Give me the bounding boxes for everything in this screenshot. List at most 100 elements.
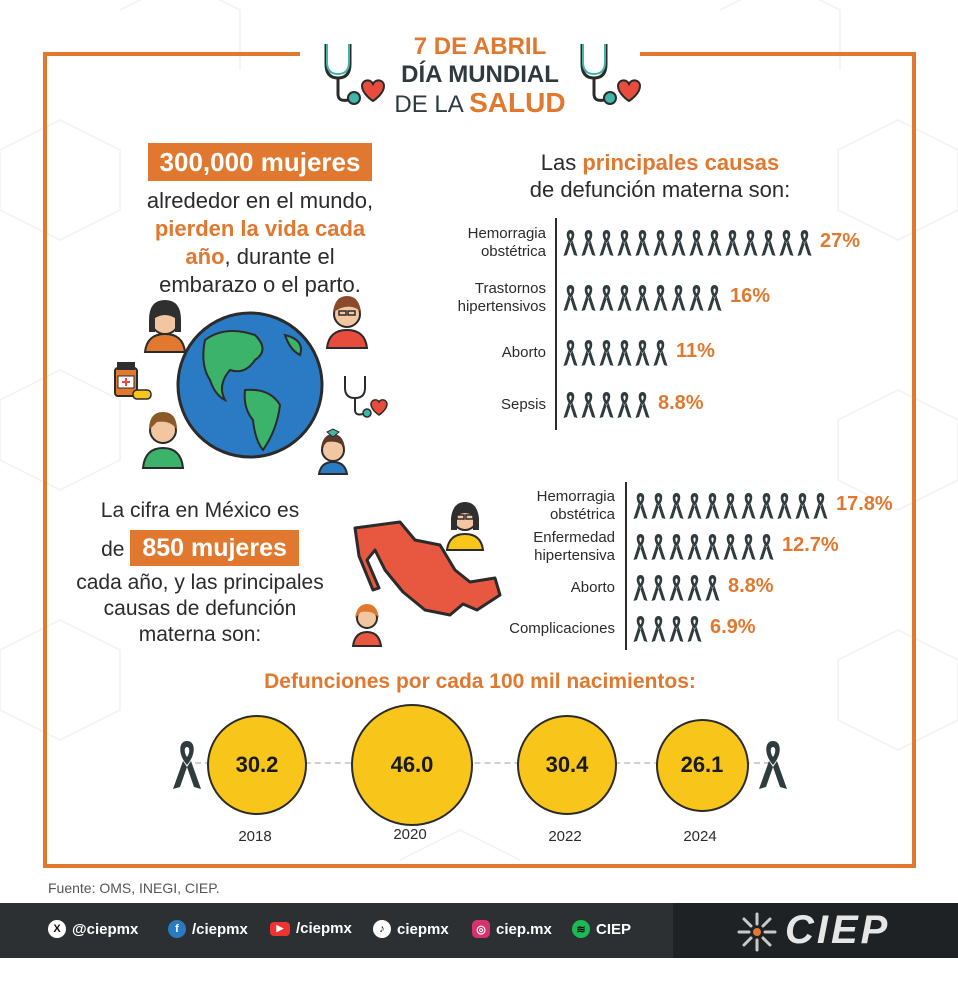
logo-area	[673, 903, 958, 958]
ribbon-icon	[599, 340, 614, 366]
ribbon-icon	[669, 493, 684, 519]
ribbon-icon	[633, 493, 648, 519]
youtube-icon: ▶	[270, 921, 290, 936]
ribbon-icon	[581, 285, 596, 311]
ribbon-icon	[635, 230, 650, 256]
ribbon-icon	[687, 493, 702, 519]
ribbon-bar	[632, 491, 830, 521]
ribbon-bar	[562, 283, 724, 313]
ribbon-icon	[777, 493, 792, 519]
cause-label-line2: obstétrica	[549, 506, 615, 523]
ribbon-icon	[669, 534, 684, 560]
world-causes-title-prefix: Las	[540, 150, 583, 175]
ciep-logo-label: CIEP	[785, 908, 891, 952]
ribbon-icon	[617, 340, 632, 366]
ribbon-icon	[653, 340, 668, 366]
social-tiktok[interactable]: ♪ ciepmx	[373, 920, 449, 938]
stethoscope-heart-icon	[324, 44, 386, 105]
ribbon-icon	[795, 493, 810, 519]
social-x[interactable]: X @ciepmx	[48, 920, 138, 938]
world-line3-orange: año	[185, 244, 225, 269]
ribbon-icon	[707, 230, 722, 256]
ribbon-icon	[705, 534, 720, 560]
ribbon-icon	[671, 285, 686, 311]
ribbon-icon	[669, 616, 684, 642]
ribbon-icon	[635, 285, 650, 311]
ribbon-icon	[653, 230, 668, 256]
ribbon-icon	[687, 575, 702, 601]
world-line3-rest: , durante el	[224, 244, 335, 269]
ribbon-icon	[633, 575, 648, 601]
source-note: Fuente: OMS, INEGI, CIEP.	[48, 880, 220, 896]
mexico-line4: causas de defunción	[103, 597, 297, 620]
ribbon-icon	[671, 230, 686, 256]
cause-label: Enfermedad hipertensiva	[470, 529, 615, 565]
world-text-block: 300,000 mujeres alrededor en el mundo, p…	[100, 143, 420, 299]
ribbon-icon	[705, 493, 720, 519]
world-line4: embarazo o el parto.	[159, 272, 361, 297]
cause-label: Complicaciones	[470, 620, 615, 638]
ribbon-icon	[669, 575, 684, 601]
cause-label: Aborto	[470, 579, 615, 597]
social-instagram[interactable]: ◎ ciep.mx	[472, 920, 552, 938]
ribbon-bar	[632, 532, 776, 562]
rate-year: 2022	[548, 828, 582, 845]
ribbon-icon	[779, 230, 794, 256]
ribbon-icon	[599, 285, 614, 311]
ribbon-icon	[633, 616, 648, 642]
cause-label-line1: Complicaciones	[509, 620, 615, 637]
social-spotify-handle: CIEP	[596, 920, 632, 938]
mexico-map-illustration	[351, 502, 502, 647]
frame-top-right	[640, 52, 916, 56]
cause-label-line2: hipertensiva	[534, 547, 615, 564]
cause-label-line1: Aborto	[570, 579, 615, 596]
ribbon-icon	[723, 534, 738, 560]
ribbon-icon	[651, 534, 666, 560]
cause-label-line1: Trastornos	[474, 280, 546, 297]
cause-label: Sepsis	[400, 396, 546, 414]
rate-year: 2018	[238, 828, 272, 845]
ribbon-icon	[617, 392, 632, 418]
ribbon-icon	[581, 392, 596, 418]
frame-left	[43, 52, 47, 868]
world-causes-axis	[555, 218, 557, 430]
mexico-highlight: 850 mujeres	[130, 530, 299, 566]
world-line1: alrededor en el mundo,	[146, 188, 374, 213]
cause-percentage: 16%	[730, 285, 771, 307]
ribbon-icon	[759, 493, 774, 519]
ribbon-icon	[687, 616, 702, 642]
rate-circle: 26.1	[655, 718, 749, 812]
mexico-line5: materna son:	[138, 623, 262, 646]
ribbon-icon	[759, 534, 774, 560]
ribbon-icon	[797, 230, 812, 256]
ribbon-icon	[635, 392, 650, 418]
rate-value: 46.0	[390, 752, 434, 777]
cause-label-line1: Hemorragia	[467, 225, 546, 242]
ribbon-bar	[632, 614, 704, 644]
mexico-line1: La cifra en México es	[100, 499, 300, 522]
ribbon-icon	[599, 392, 614, 418]
frame-right	[912, 52, 916, 868]
ribbon-icon	[761, 230, 776, 256]
world-causes-title: Las principales causas de defunción mate…	[500, 149, 820, 203]
ribbon-icon	[759, 741, 787, 789]
cause-percentage: 11%	[676, 340, 715, 362]
social-spotify[interactable]: ≋ CIEP	[572, 920, 631, 938]
ribbon-bar	[562, 390, 652, 420]
ribbon-icon	[653, 285, 668, 311]
cause-label-line1: Hemorragia	[536, 488, 615, 505]
cause-percentage: 6.9%	[710, 616, 756, 638]
ribbon-icon	[581, 340, 596, 366]
social-youtube[interactable]: ▶ /ciepmx	[270, 920, 352, 937]
cause-label: Hemorragia obstétrica	[470, 488, 615, 524]
header-date: 7 DE ABRIL	[413, 33, 547, 60]
tiktok-icon: ♪	[373, 920, 391, 938]
stethoscope-heart-icon	[580, 44, 642, 105]
rate-year: 2020	[393, 826, 427, 843]
social-facebook[interactable]: f /ciepmx	[168, 920, 248, 938]
header-title: 7 DE ABRIL DÍA MUNDIAL DE LA SALUD	[380, 33, 580, 119]
ribbon-icon	[599, 230, 614, 256]
ribbon-icon	[687, 534, 702, 560]
cause-percentage: 8.8%	[728, 575, 774, 597]
ribbon-icon	[563, 392, 578, 418]
